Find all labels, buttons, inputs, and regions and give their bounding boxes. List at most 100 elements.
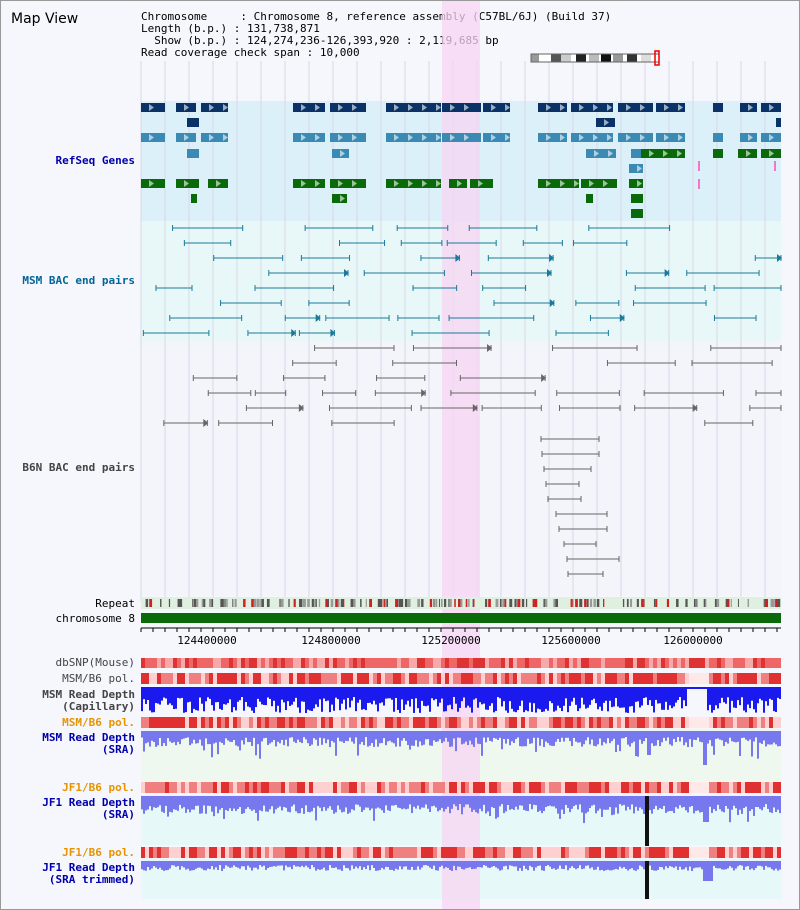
polymorphism-cell	[513, 717, 517, 728]
polymorphism-cell	[473, 658, 477, 668]
read-depth-bar	[699, 687, 701, 689]
polymorphism-cell	[433, 673, 437, 684]
polymorphism-cell	[365, 673, 369, 684]
polymorphism-cell	[749, 658, 753, 668]
polymorphism-cell	[449, 673, 453, 684]
read-depth-bar	[409, 687, 411, 707]
polymorphism-cell	[597, 847, 601, 858]
repeat-mark	[293, 599, 296, 607]
read-depth-bar	[185, 796, 187, 813]
read-depth-bar	[377, 861, 379, 871]
read-depth-bar	[633, 796, 635, 814]
read-depth-bar	[673, 861, 675, 868]
gene-arrow	[394, 134, 399, 141]
polymorphism-cell	[365, 782, 369, 793]
read-depth-bar	[577, 731, 579, 743]
read-depth-bar	[159, 731, 161, 738]
polymorphism-cell	[233, 847, 237, 858]
jf1-depth-trim-label-2: (SRA trimmed)	[48, 873, 135, 886]
polymorphism-cell	[361, 782, 365, 793]
read-depth-bar	[763, 687, 765, 713]
polymorphism-cell	[505, 673, 509, 684]
read-depth-bar	[613, 731, 615, 739]
read-depth-bar	[457, 731, 459, 738]
read-depth-bar	[183, 861, 185, 868]
read-depth-bar	[169, 731, 171, 742]
read-depth-bar	[309, 796, 311, 813]
read-depth-bar	[627, 796, 629, 807]
read-depth-bar	[505, 796, 507, 812]
polymorphism-cell	[537, 658, 541, 668]
read-depth-bar	[359, 687, 361, 700]
span-value: 10,000	[319, 46, 360, 59]
read-depth-bar	[219, 796, 221, 810]
read-depth-bar	[719, 731, 721, 740]
repeat-mark	[261, 599, 264, 607]
repeat-mark	[400, 599, 403, 607]
polymorphism-cell	[769, 658, 773, 668]
read-depth-bar	[365, 861, 367, 870]
repeat-mark	[655, 599, 657, 607]
gene-arrow	[640, 134, 645, 141]
read-depth-bar	[489, 731, 491, 741]
polymorphism-cell	[709, 717, 713, 728]
read-depth-bar	[249, 796, 251, 810]
polymorphism-cell	[617, 782, 621, 793]
polymorphism-cell	[605, 717, 609, 728]
read-depth-bar	[353, 796, 355, 811]
read-depth-bar	[617, 861, 619, 870]
polymorphism-cell	[513, 847, 517, 858]
read-depth-bar	[337, 731, 339, 738]
polymorphism-cell	[145, 847, 149, 858]
read-depth-bar	[493, 861, 495, 867]
repeat-mark	[468, 599, 470, 607]
repeat-mark	[575, 599, 578, 607]
read-depth-bar	[317, 687, 319, 707]
polymorphism-cell	[581, 782, 585, 793]
polymorphism-cell	[521, 717, 525, 728]
polymorphism-cell	[453, 717, 457, 728]
polymorphism-cell	[601, 673, 605, 684]
polymorphism-cell	[677, 673, 681, 684]
polymorphism-cell	[665, 658, 669, 668]
polymorphism-cell	[353, 847, 357, 858]
read-depth-bar	[319, 796, 321, 808]
read-depth-bar	[155, 687, 157, 704]
read-depth-bar	[577, 796, 579, 810]
repeat-mark	[435, 599, 438, 607]
read-depth-bar	[167, 796, 169, 817]
polymorphism-cell	[589, 847, 593, 858]
polymorphism-cell	[317, 673, 321, 684]
read-depth-bar	[675, 687, 677, 703]
read-depth-bar	[369, 687, 371, 703]
read-depth-bar	[767, 796, 769, 809]
read-depth-bar	[757, 796, 759, 808]
repeat-mark	[603, 599, 605, 607]
polymorphism-cell	[277, 782, 281, 793]
polymorphism-cell	[353, 673, 357, 684]
repeat-mark	[543, 599, 547, 607]
polymorphism-cell	[741, 782, 745, 793]
read-depth-bar	[571, 731, 573, 747]
read-depth-bar	[623, 861, 625, 868]
read-depth-bar	[611, 731, 613, 742]
polymorphism-cell	[681, 658, 685, 668]
polymorphism-cell	[777, 673, 781, 684]
polymorphism-cell	[429, 673, 433, 684]
polymorphism-cell	[505, 717, 509, 728]
read-depth-bar	[345, 861, 347, 868]
read-depth-bar	[655, 687, 657, 700]
polymorphism-cell	[765, 658, 769, 668]
read-depth-bar	[241, 687, 243, 698]
read-depth-bar	[421, 731, 423, 746]
read-depth-bar	[343, 861, 345, 866]
read-depth-bar	[561, 731, 563, 738]
read-depth-bar	[591, 687, 593, 701]
read-depth-bar	[689, 861, 691, 867]
polymorphism-cell	[189, 673, 193, 684]
read-depth-bar	[635, 687, 637, 702]
polymorphism-cell	[349, 673, 353, 684]
read-depth-bar	[713, 731, 715, 755]
read-depth-bar	[503, 796, 505, 814]
